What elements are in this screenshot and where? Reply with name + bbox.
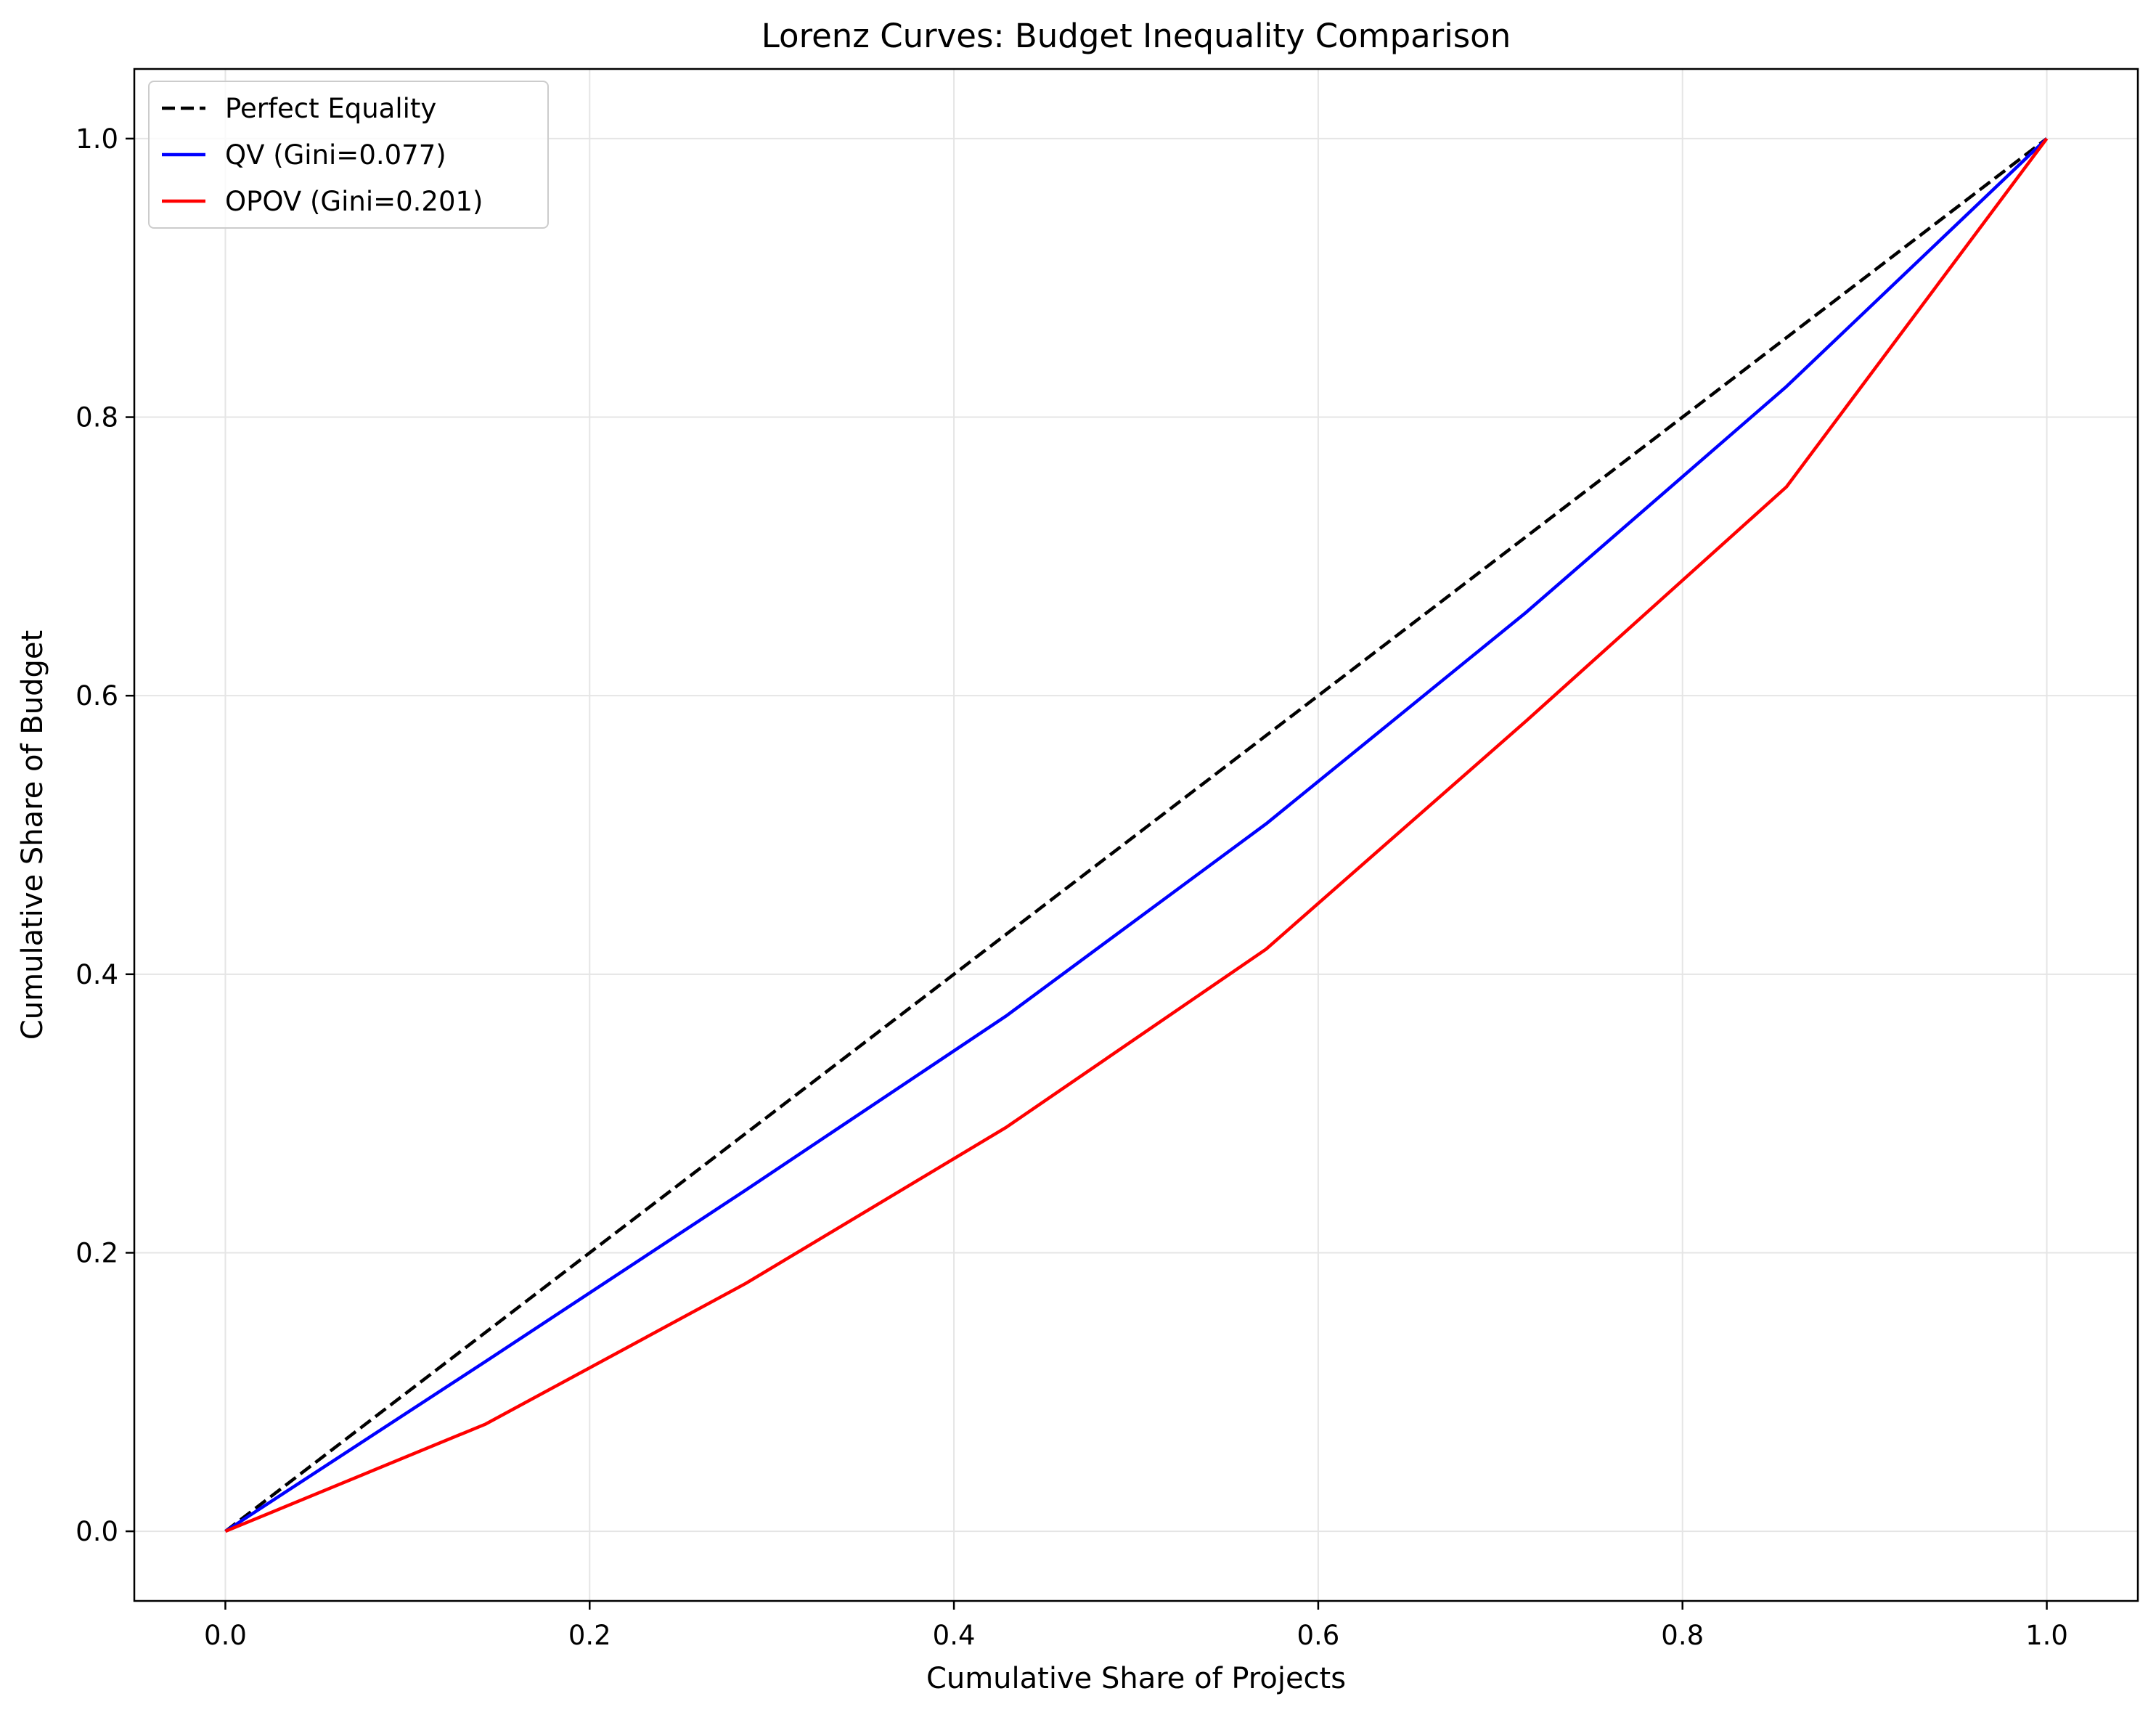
x-tick-label-1: 0.2 xyxy=(568,1620,611,1651)
legend-label-2: OPOV (Gini=0.201) xyxy=(225,186,483,217)
axis-ticks: 0.0 0.2 0.4 0.6 0.8 1.0 0.0 0.2 0.4 0.6 0.8 1.0 xyxy=(75,123,2068,1651)
y-tick-label-1: 0.2 xyxy=(75,1237,118,1268)
x-tick-label-0: 0.0 xyxy=(204,1620,247,1651)
x-tick-label-3: 0.6 xyxy=(1297,1620,1339,1651)
legend-label-1: QV (Gini=0.077) xyxy=(225,139,446,171)
x-axis-label: Cumulative Share of Projects xyxy=(926,1662,1346,1695)
plot-frame xyxy=(133,68,2139,1602)
series-line-perfect xyxy=(224,137,2048,1533)
x-tick-label-4: 0.8 xyxy=(1661,1620,1704,1651)
legend-label-0: Perfect Equality xyxy=(225,93,436,124)
x-tick-label-2: 0.4 xyxy=(933,1620,976,1651)
legend-box xyxy=(148,81,549,229)
series-line-opov xyxy=(224,137,2049,1533)
series-lines xyxy=(224,137,2049,1533)
legend: Perfect Equality QV (Gini=0.077) OPOV (Gin… xyxy=(148,81,549,229)
y-tick-label-5: 1.0 xyxy=(75,123,118,155)
chart-title: Lorenz Curves: Budget Inequality Compari… xyxy=(761,17,1511,55)
series-line-qv xyxy=(224,137,2049,1533)
y-axis-label: Cumulative Share of Budget xyxy=(16,630,49,1040)
x-tick-label-5: 1.0 xyxy=(2025,1620,2068,1651)
y-tick-label-2: 0.4 xyxy=(75,959,118,990)
y-tick-label-0: 0.0 xyxy=(75,1516,118,1547)
y-tick-label-4: 0.8 xyxy=(75,402,118,433)
y-tick-label-3: 0.6 xyxy=(75,680,118,712)
